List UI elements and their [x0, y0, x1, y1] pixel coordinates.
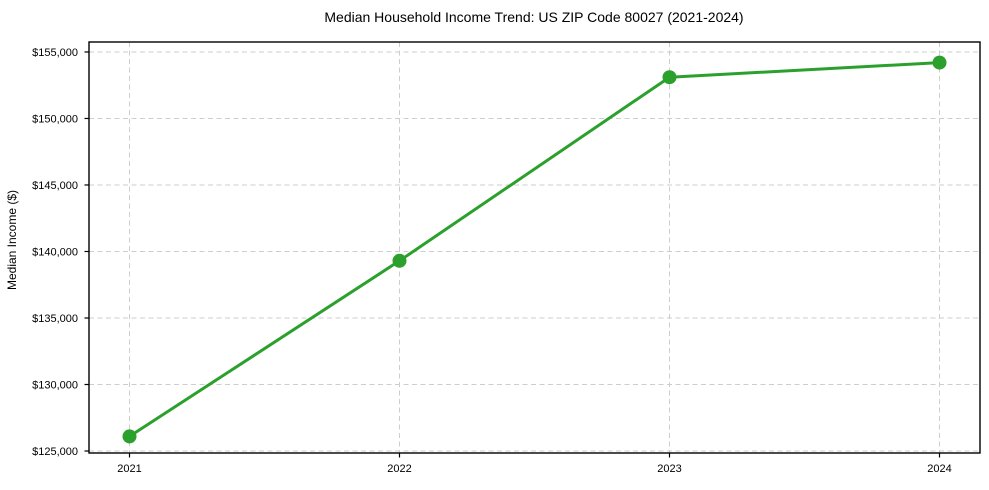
grid-layer: [89, 42, 980, 453]
chart-title: Median Household Income Trend: US ZIP Co…: [324, 9, 743, 25]
axes-layer: $125,000 $130,000 $135,000 $140,000 $145,000…: [32, 41, 981, 475]
plot-border: [88, 41, 981, 454]
x-tick-label: 2024: [927, 463, 951, 475]
trend-line: [128, 61, 941, 438]
x-tick-label: 2023: [657, 463, 681, 475]
y-axis-label: Median Income ($): [5, 190, 19, 290]
y-tick-label: $130,000: [32, 380, 78, 392]
y-tick-label: $140,000: [32, 246, 78, 258]
y-tick-label: $135,000: [32, 313, 78, 325]
data-point-marker: [932, 55, 947, 70]
x-tick-label: 2021: [117, 463, 141, 475]
series-layer: [122, 55, 947, 444]
x-tick-label: 2022: [387, 463, 411, 475]
y-tick-label: $150,000: [32, 113, 78, 125]
y-tick-label: $145,000: [32, 180, 78, 192]
y-tick-label: $125,000: [32, 446, 78, 458]
data-point-marker: [122, 429, 137, 444]
data-point-marker: [662, 70, 677, 85]
data-point-marker: [392, 253, 407, 268]
y-tick-label: $155,000: [32, 47, 78, 59]
